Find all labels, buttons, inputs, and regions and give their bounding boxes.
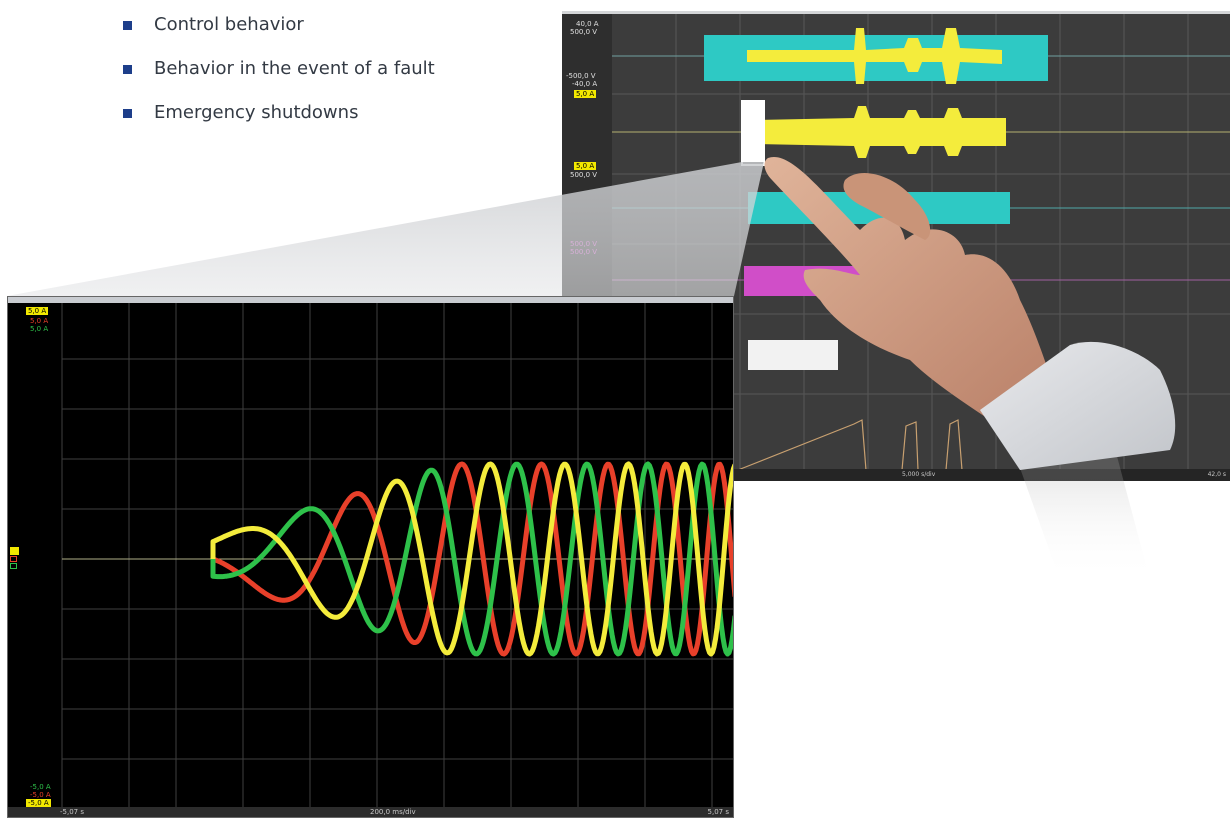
current-envelope-yellow — [747, 28, 1002, 84]
scope-titlebar — [8, 297, 733, 303]
phase-scale-top: 5,0 A — [30, 325, 49, 333]
list-item-text: Control behavior — [154, 14, 304, 35]
list-item: Emergency shutdowns — [122, 98, 435, 142]
voltage-envelope-yellow — [754, 106, 1006, 158]
phase-scale-top: 5,0 A — [30, 317, 49, 325]
list-item-text: Emergency shutdowns — [154, 102, 359, 123]
trigger-marker-red — [10, 556, 17, 562]
feature-list: Control behavior Behavior in the event o… — [122, 10, 435, 142]
phase-waveform-green — [210, 461, 733, 657]
list-item-text: Behavior in the event of a fault — [154, 58, 435, 79]
phase-scale-top: 5,0 A — [26, 307, 49, 315]
channel-scale-label: 5,0 A — [574, 90, 597, 98]
time-division-label: 5,000 s/div — [902, 471, 936, 478]
phase-waveform-yellow — [210, 461, 733, 657]
time-end-label: 5,07 s — [707, 808, 729, 816]
list-item: Control behavior — [122, 10, 435, 54]
square-bullet-icon — [123, 109, 132, 118]
voltage-envelope-magenta — [744, 266, 864, 296]
square-bullet-icon — [123, 21, 132, 30]
zoomed-scope-screen[interactable]: 5,0 A 5,0 A 5,0 A -5,0 A -5,0 A -5,0 A -… — [7, 296, 734, 818]
signal-envelope-white — [748, 340, 838, 370]
time-division-label: 200,0 ms/div — [370, 808, 416, 816]
phase-scale-bottom: -5,0 A — [26, 799, 51, 807]
trigger-marker-green — [10, 563, 17, 569]
trigger-marker-yellow — [10, 547, 19, 555]
zoomed-traces — [61, 303, 733, 809]
channel-scale-label: -40,0 A — [572, 80, 598, 88]
channel-scale-label: 40,0 A — [576, 20, 599, 28]
time-start-label: -5,07 s — [60, 808, 84, 816]
channel-scale-column: 5,0 A 5,0 A 5,0 A -5,0 A -5,0 A -5,0 A — [8, 303, 62, 807]
channel-scale-label: 500,0 V — [570, 28, 598, 36]
list-item: Behavior in the event of a fault — [122, 54, 435, 98]
phase-scale-bottom: -5,0 A — [30, 791, 51, 799]
zoomed-time-axis: -5,07 s 200,0 ms/div 5,07 s — [8, 807, 733, 817]
square-bullet-icon — [123, 65, 132, 74]
phase-scale-bottom: -5,0 A — [30, 783, 51, 791]
time-end-label: 42,0 s — [1207, 471, 1226, 478]
speed-ramp-trace — [737, 419, 1230, 471]
voltage-envelope-cyan — [748, 192, 1010, 224]
channel-scale-label: -500,0 V — [566, 72, 596, 80]
